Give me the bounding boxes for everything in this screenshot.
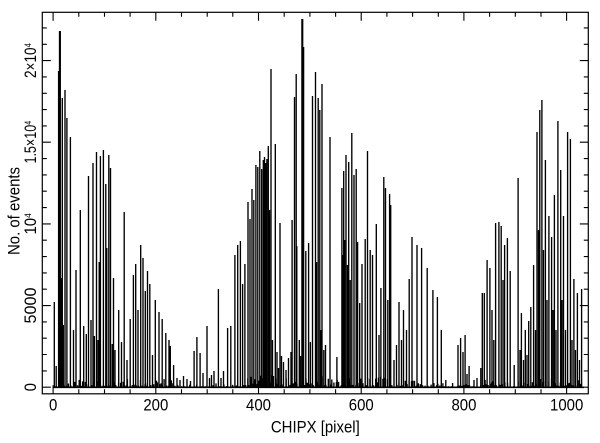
- svg-text:2×104: 2×104: [22, 43, 41, 78]
- svg-text:1000: 1000: [550, 397, 583, 415]
- svg-text:800: 800: [451, 397, 476, 415]
- svg-text:0: 0: [22, 383, 40, 391]
- svg-text:No. of events: No. of events: [6, 167, 24, 255]
- svg-text:600: 600: [349, 397, 374, 415]
- svg-text:200: 200: [143, 397, 168, 415]
- svg-text:104: 104: [22, 213, 40, 234]
- svg-text:400: 400: [246, 397, 271, 415]
- svg-text:5000: 5000: [21, 288, 40, 324]
- svg-text:1.5×104: 1.5×104: [21, 121, 40, 164]
- svg-text:CHIPX [pixel]: CHIPX [pixel]: [271, 419, 360, 437]
- svg-text:0: 0: [49, 397, 57, 415]
